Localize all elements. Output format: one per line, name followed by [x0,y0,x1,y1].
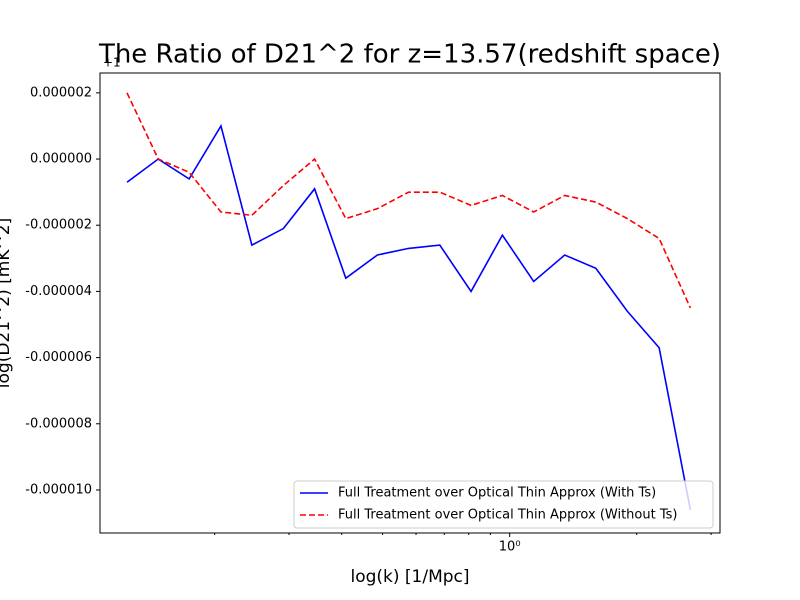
x-tick-label: 10⁰ [499,540,521,555]
y-tick-label: -0.000004 [25,284,92,299]
y-tick-label: -0.000002 [25,218,92,233]
y-tick-label: -0.000006 [25,350,92,365]
y-offset-label: +1 [103,56,121,70]
x-axis-label: log(k) [1/Mpc] [350,567,469,587]
y-tick-label: -0.000010 [25,482,92,497]
legend-label: Full Treatment over Optical Thin Approx … [338,508,677,523]
legend-label: Full Treatment over Optical Thin Approx … [338,486,656,501]
y-tick-label: -0.000008 [25,416,92,431]
plot-frame [99,72,721,534]
series-line [126,92,692,309]
series-line [126,123,692,510]
y-axis-label: log(D21^2) [mK^2] [0,218,14,388]
y-tick-label: 0.000002 [30,85,92,100]
chart-title: The Ratio of D21^2 for z=13.57(redshift … [98,40,721,70]
y-tick-label: 0.000000 [30,152,92,167]
legend-box [293,480,714,529]
